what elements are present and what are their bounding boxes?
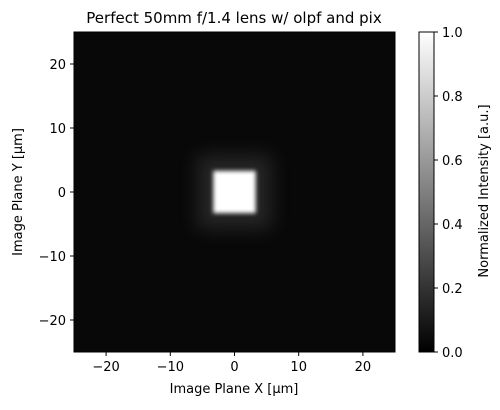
colorbar-ticks: 0.0 0.2 0.4 0.6 0.8 1.0 [434, 26, 463, 361]
y-tick-label: −20 [39, 314, 66, 329]
x-tick-label: −10 [157, 360, 184, 375]
colorbar-tick-label: 0.2 [442, 282, 463, 297]
x-tick-label: 10 [290, 360, 307, 375]
colorbar-tick-label: 1.0 [442, 26, 463, 41]
heatmap-feature [213, 170, 256, 214]
colorbar-tick-label: 0.0 [442, 346, 463, 361]
colorbar-gradient [418, 31, 435, 353]
colorbar-tick-label: 0.8 [442, 90, 463, 105]
x-axis-label: Image Plane X [μm] [170, 382, 299, 397]
chart-title: Perfect 50mm f/1.4 lens w/ olpf and pix [86, 9, 382, 27]
colorbar-tick-label: 0.6 [442, 154, 463, 169]
x-tick-label: 20 [355, 360, 372, 375]
colorbar-tick-label: 0.4 [442, 218, 463, 233]
x-tick-label: 0 [230, 360, 238, 375]
y-tick-label: 0 [58, 186, 66, 201]
y-tick-label: 20 [49, 58, 66, 73]
x-axis: −20 −10 0 10 20 [92, 352, 371, 375]
y-tick-label: 10 [49, 122, 66, 137]
colorbar: 0.0 0.2 0.4 0.6 0.8 1.0 [418, 26, 463, 361]
plot-area [73, 31, 396, 353]
y-axis: −20 −10 0 10 20 [39, 58, 74, 329]
y-axis-label: Image Plane Y [μm] [11, 128, 26, 256]
x-tick-label: −20 [92, 360, 119, 375]
y-tick-label: −10 [39, 250, 66, 265]
colorbar-label: Normalized Intensity [a.u.] [477, 104, 492, 277]
